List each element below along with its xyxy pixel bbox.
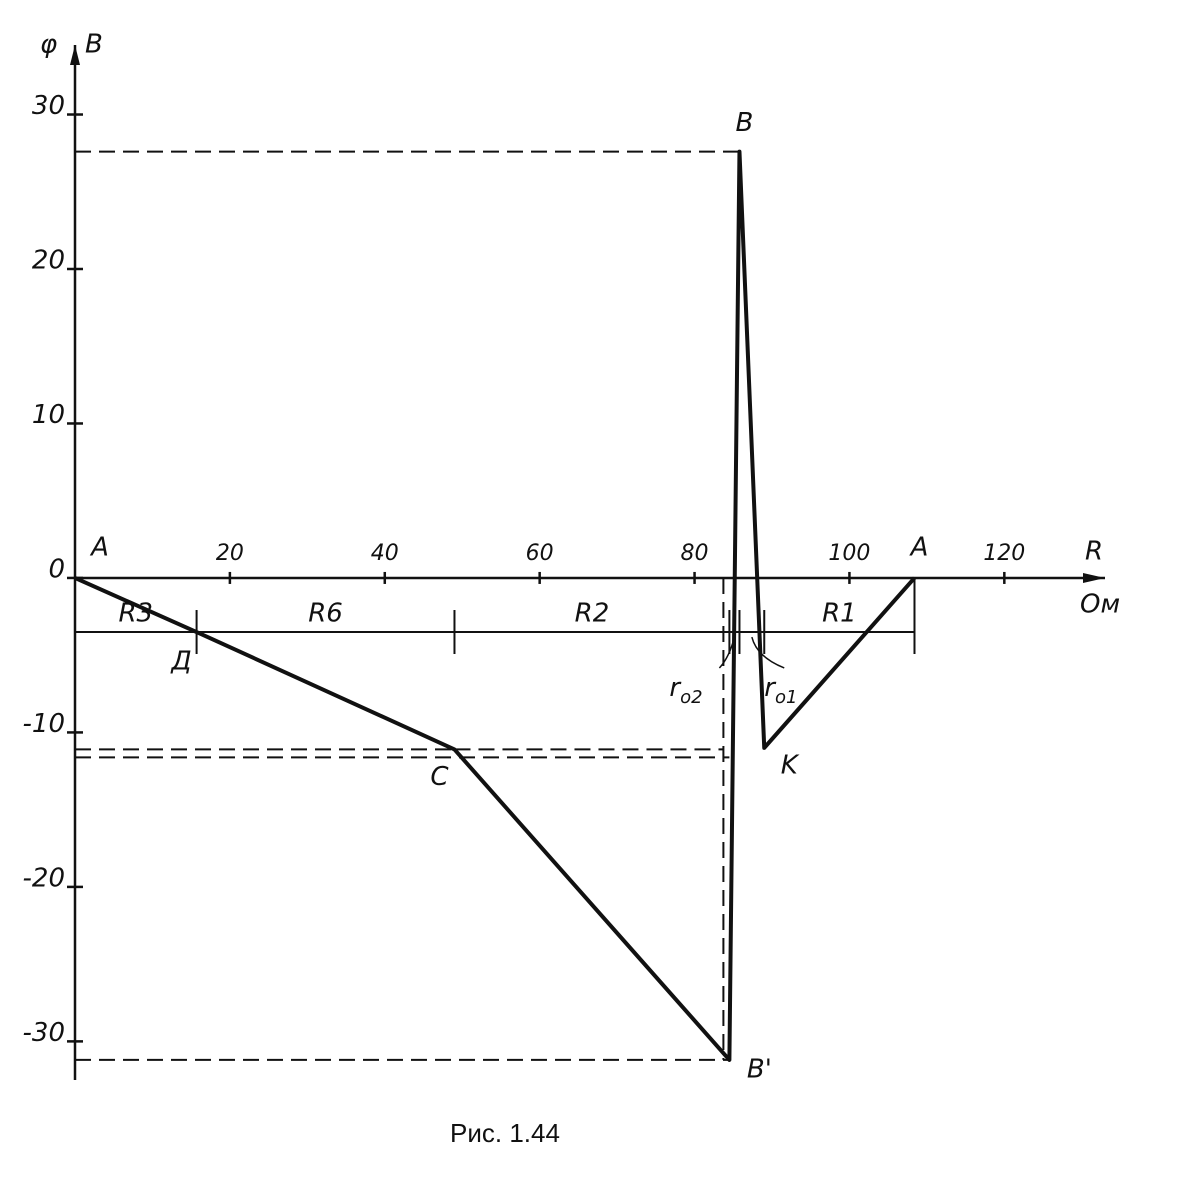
segment-label: R1 bbox=[822, 599, 857, 629]
y-tick-label: 20 bbox=[32, 245, 65, 275]
x-arrow bbox=[1083, 572, 1105, 583]
x-tick-label: 60 bbox=[526, 541, 554, 566]
segment-label: ro2 bbox=[669, 672, 702, 708]
y-tick-label: -30 bbox=[23, 1018, 65, 1048]
y-tick-label: -10 bbox=[23, 709, 65, 739]
x-label: R bbox=[1085, 537, 1103, 567]
y-tick-label: 10 bbox=[32, 400, 65, 430]
segment-label-sub: o1 bbox=[775, 687, 797, 708]
point-label: A bbox=[89, 532, 109, 562]
point-label: C bbox=[430, 762, 449, 792]
y-arrow bbox=[70, 45, 80, 65]
y-unit: B bbox=[85, 30, 103, 60]
leader-line bbox=[751, 636, 785, 669]
y-tick-label: 0 bbox=[48, 554, 65, 584]
data-line bbox=[74, 149, 916, 1062]
point-label: B bbox=[736, 108, 754, 138]
x-tick-label: 80 bbox=[681, 541, 709, 566]
segment-label: ro1 bbox=[764, 672, 797, 708]
x-tick-label: 20 bbox=[216, 541, 244, 566]
point-label: K bbox=[781, 750, 800, 780]
segment-label-sub: o2 bbox=[680, 687, 702, 708]
x-tick-label: 100 bbox=[828, 541, 870, 566]
x-tick-label: 40 bbox=[371, 541, 399, 566]
x-tick-label: 120 bbox=[983, 541, 1025, 566]
y-tick-label: -20 bbox=[23, 863, 65, 893]
segment-label-main: r bbox=[764, 672, 777, 702]
y-label: φ bbox=[40, 30, 57, 60]
caption: Рис. 1.44 bbox=[450, 1118, 560, 1148]
point-label: A bbox=[909, 532, 929, 562]
segment-label-main: r bbox=[669, 672, 682, 702]
x-unit: Ом bbox=[1080, 590, 1120, 620]
point-label: B' bbox=[747, 1054, 772, 1084]
y-tick-label: 30 bbox=[32, 91, 65, 121]
segment-label: R6 bbox=[308, 599, 343, 629]
segment-label: R2 bbox=[575, 599, 610, 629]
point-label: Д bbox=[170, 647, 191, 677]
